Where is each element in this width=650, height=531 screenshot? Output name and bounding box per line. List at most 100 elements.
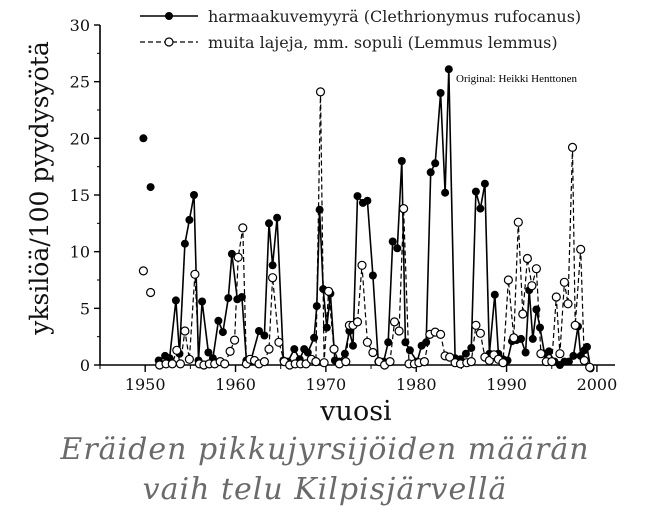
series-1-point [564, 357, 573, 366]
series-1-point [422, 338, 431, 347]
series-1-point [490, 290, 499, 299]
series-1-point [467, 344, 476, 352]
series-2-point [527, 281, 537, 291]
series-2-point [563, 299, 573, 309]
series-2-point [167, 359, 177, 369]
series-1-point [461, 349, 470, 358]
series-1-point [480, 179, 489, 188]
series-1-point [214, 316, 223, 325]
series-2-point [220, 359, 230, 369]
series-2-point [576, 244, 586, 254]
series-1-point [528, 334, 537, 343]
series-1-point [368, 271, 377, 280]
series-2-point [551, 292, 561, 302]
x-tick-label: 1950 [125, 375, 166, 394]
series-1-point [431, 159, 440, 168]
series-1-point [569, 351, 578, 360]
series-2-point [389, 317, 400, 327]
series-2-point [238, 223, 248, 233]
x-tick-label: 2000 [577, 375, 618, 394]
series-1-point [532, 305, 541, 314]
caption-line-2: vaih telu Kilpisjärvellä [142, 472, 508, 507]
legend: harmaakuvemyyrä (Clethrionymus rufocanus… [140, 7, 581, 52]
series-1-point [545, 347, 553, 356]
series-1-point [536, 323, 544, 332]
series-2-point [536, 349, 546, 359]
series-1-point [218, 328, 227, 337]
x-axis-title: vuosi [319, 396, 392, 427]
x-tick-label: 1960 [215, 375, 256, 394]
legend-label-series-2: muita lajeja, mm. sopuli (Lemmus lemmus) [208, 33, 558, 52]
credit-text: Original: Heikki Henttonen [456, 73, 577, 85]
series-1-point [146, 183, 155, 192]
series-1-point [426, 168, 435, 177]
series-2-point [315, 87, 326, 97]
series-2-point [264, 344, 274, 354]
series-2-point [180, 326, 190, 336]
series-1-point [190, 191, 198, 199]
series-2-point [175, 359, 185, 369]
series-2-point [419, 357, 429, 367]
series-2-point [498, 358, 508, 368]
series-2-point [475, 328, 485, 338]
series-2-point [518, 309, 528, 319]
series-2-point [522, 253, 533, 264]
series-2-point [319, 358, 329, 368]
y-tick-label: 0 [80, 356, 90, 375]
series-2-point [585, 362, 595, 372]
series-1-point [260, 331, 269, 340]
series-1-point [204, 348, 213, 357]
series-2-point [531, 264, 542, 274]
series-1-point [180, 239, 189, 248]
series-1-point [405, 346, 414, 355]
series-1-point [471, 187, 480, 196]
series-2-point [570, 320, 580, 330]
legend-marker-series-1 [165, 12, 173, 20]
series-1-point [476, 204, 485, 213]
series-2-point [471, 320, 481, 330]
series-2-point [394, 326, 404, 336]
series-1-point [224, 294, 233, 303]
series-1-point [171, 296, 180, 305]
series-1-point [521, 348, 530, 357]
series-2-point [274, 337, 284, 347]
series-2-point [341, 357, 351, 367]
legend-label-series-1: harmaakuvemyyrä (Clethrionymus rufocanus… [208, 7, 581, 26]
series-1-point [303, 348, 312, 357]
series-2-point [559, 277, 570, 287]
series-2-point [547, 357, 557, 367]
y-tick-label: 30 [70, 16, 90, 35]
y-tick-label: 25 [70, 73, 90, 92]
series-1-point [517, 334, 525, 343]
series-2-point [555, 349, 565, 359]
series-1-point [268, 261, 277, 270]
series-1-point [583, 342, 591, 351]
series-2-point [362, 337, 372, 347]
y-tick-label: 15 [70, 186, 90, 205]
x-tick-label: 1980 [396, 375, 437, 394]
series-1-point [265, 219, 273, 228]
y-tick-label: 20 [70, 129, 90, 148]
caption-line-1: Eräiden pikkujyrsijöiden määrän [60, 432, 590, 467]
series-1-point [353, 192, 362, 201]
x-tick-label: 1970 [306, 375, 347, 394]
series-2-point [146, 287, 156, 298]
series-1-point [363, 196, 372, 205]
series-2-point [445, 352, 455, 362]
series-1-point [237, 293, 246, 301]
series-2-point [436, 329, 446, 339]
series-1-point [322, 323, 331, 332]
series-2-point [172, 345, 182, 355]
series-1-point [198, 297, 207, 306]
series-2-point [184, 354, 194, 364]
series-2-point [503, 275, 513, 285]
series-1-point [290, 345, 299, 354]
series-2-point [399, 204, 409, 214]
x-tick-label: 1990 [486, 375, 527, 394]
series-2-point [324, 286, 334, 296]
series-2-point [233, 252, 243, 262]
plot-area: 0 5 10 15 20 25 30 1950 1960 1970 1980 1990 2000 [70, 16, 618, 394]
series-2-point [352, 317, 363, 327]
series-1-point [441, 188, 450, 197]
